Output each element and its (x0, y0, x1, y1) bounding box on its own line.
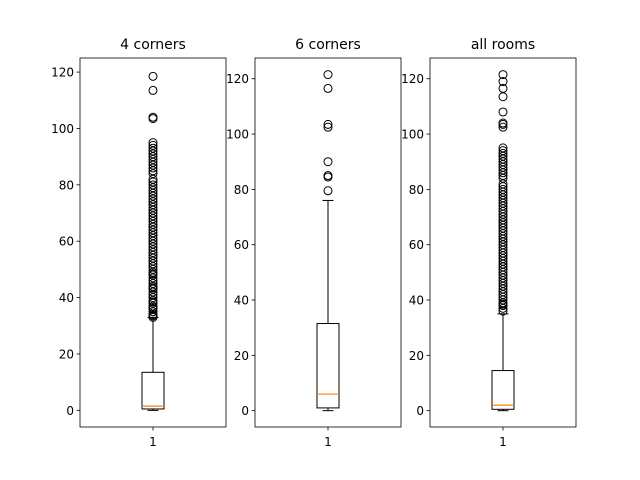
y-tick-label: 60 (409, 238, 424, 252)
y-tick-label: 40 (59, 291, 74, 305)
y-tick-label: 20 (409, 349, 424, 363)
outlier-point (148, 85, 158, 95)
y-tick-label: 120 (401, 72, 424, 86)
outlier-point (498, 122, 508, 132)
subplot-title: 4 corners (120, 37, 186, 53)
outlier-point (148, 180, 158, 190)
y-tick-label: 100 (401, 128, 424, 142)
subplot-title: all rooms (471, 37, 535, 53)
y-tick-label: 80 (234, 183, 249, 197)
outlier-point (498, 118, 508, 128)
outlier-point (323, 186, 333, 196)
iqr-box (491, 370, 515, 410)
x-tick-label: 1 (149, 435, 157, 449)
outlier-point (498, 92, 508, 102)
subplot-2: 6 corners 0 20 40 60 80 100 120 1 (226, 37, 402, 449)
y-tick-label: 60 (59, 235, 74, 249)
outlier-point (323, 83, 333, 93)
y-tick-label: 0 (241, 404, 249, 418)
outlier-point (148, 140, 158, 150)
outlier-point (498, 107, 508, 117)
iqr-box (141, 371, 165, 410)
outlier-point (498, 146, 508, 156)
outlier-point (323, 70, 333, 80)
axes-frame (79, 57, 227, 428)
y-tick-label: 120 (226, 72, 249, 86)
y-tick-label: 20 (234, 349, 249, 363)
outlier-point (323, 122, 333, 132)
subplot-title: 6 corners (295, 37, 361, 53)
y-tick-label: 40 (409, 294, 424, 308)
y-tick-label: 20 (59, 347, 74, 361)
y-tick-label: 40 (234, 294, 249, 308)
x-tick-label: 1 (499, 435, 507, 449)
y-tick-label: 100 (226, 128, 249, 142)
outlier-point (498, 148, 508, 158)
x-tick-label: 1 (324, 435, 332, 449)
y-tick-label: 60 (234, 238, 249, 252)
y-tick-label: 80 (409, 183, 424, 197)
outlier-point (148, 138, 158, 148)
outlier-point (148, 143, 158, 153)
axes-frame (429, 57, 577, 428)
y-tick-label: 80 (59, 178, 74, 192)
outlier-point (498, 143, 508, 153)
y-tick-label: 120 (51, 66, 74, 80)
outlier-point (323, 157, 333, 167)
outlier-point (498, 70, 508, 80)
outlier-point (498, 77, 508, 87)
subplot-3: all rooms 0 20 40 60 80 100 120 1 (401, 37, 577, 449)
iqr-box (316, 323, 340, 409)
axes-frame (254, 57, 402, 428)
outlier-point (148, 71, 158, 81)
y-tick-label: 0 (66, 404, 74, 418)
outlier-point (148, 112, 158, 122)
y-tick-label: 100 (51, 122, 74, 136)
outlier-point (323, 171, 333, 181)
subplot-1: 4 corners 0 20 40 60 80 100 120 1 (51, 37, 227, 449)
outlier-point (498, 83, 508, 93)
outlier-point (323, 119, 333, 129)
y-tick-label: 0 (416, 404, 424, 418)
outlier-point (498, 184, 508, 194)
